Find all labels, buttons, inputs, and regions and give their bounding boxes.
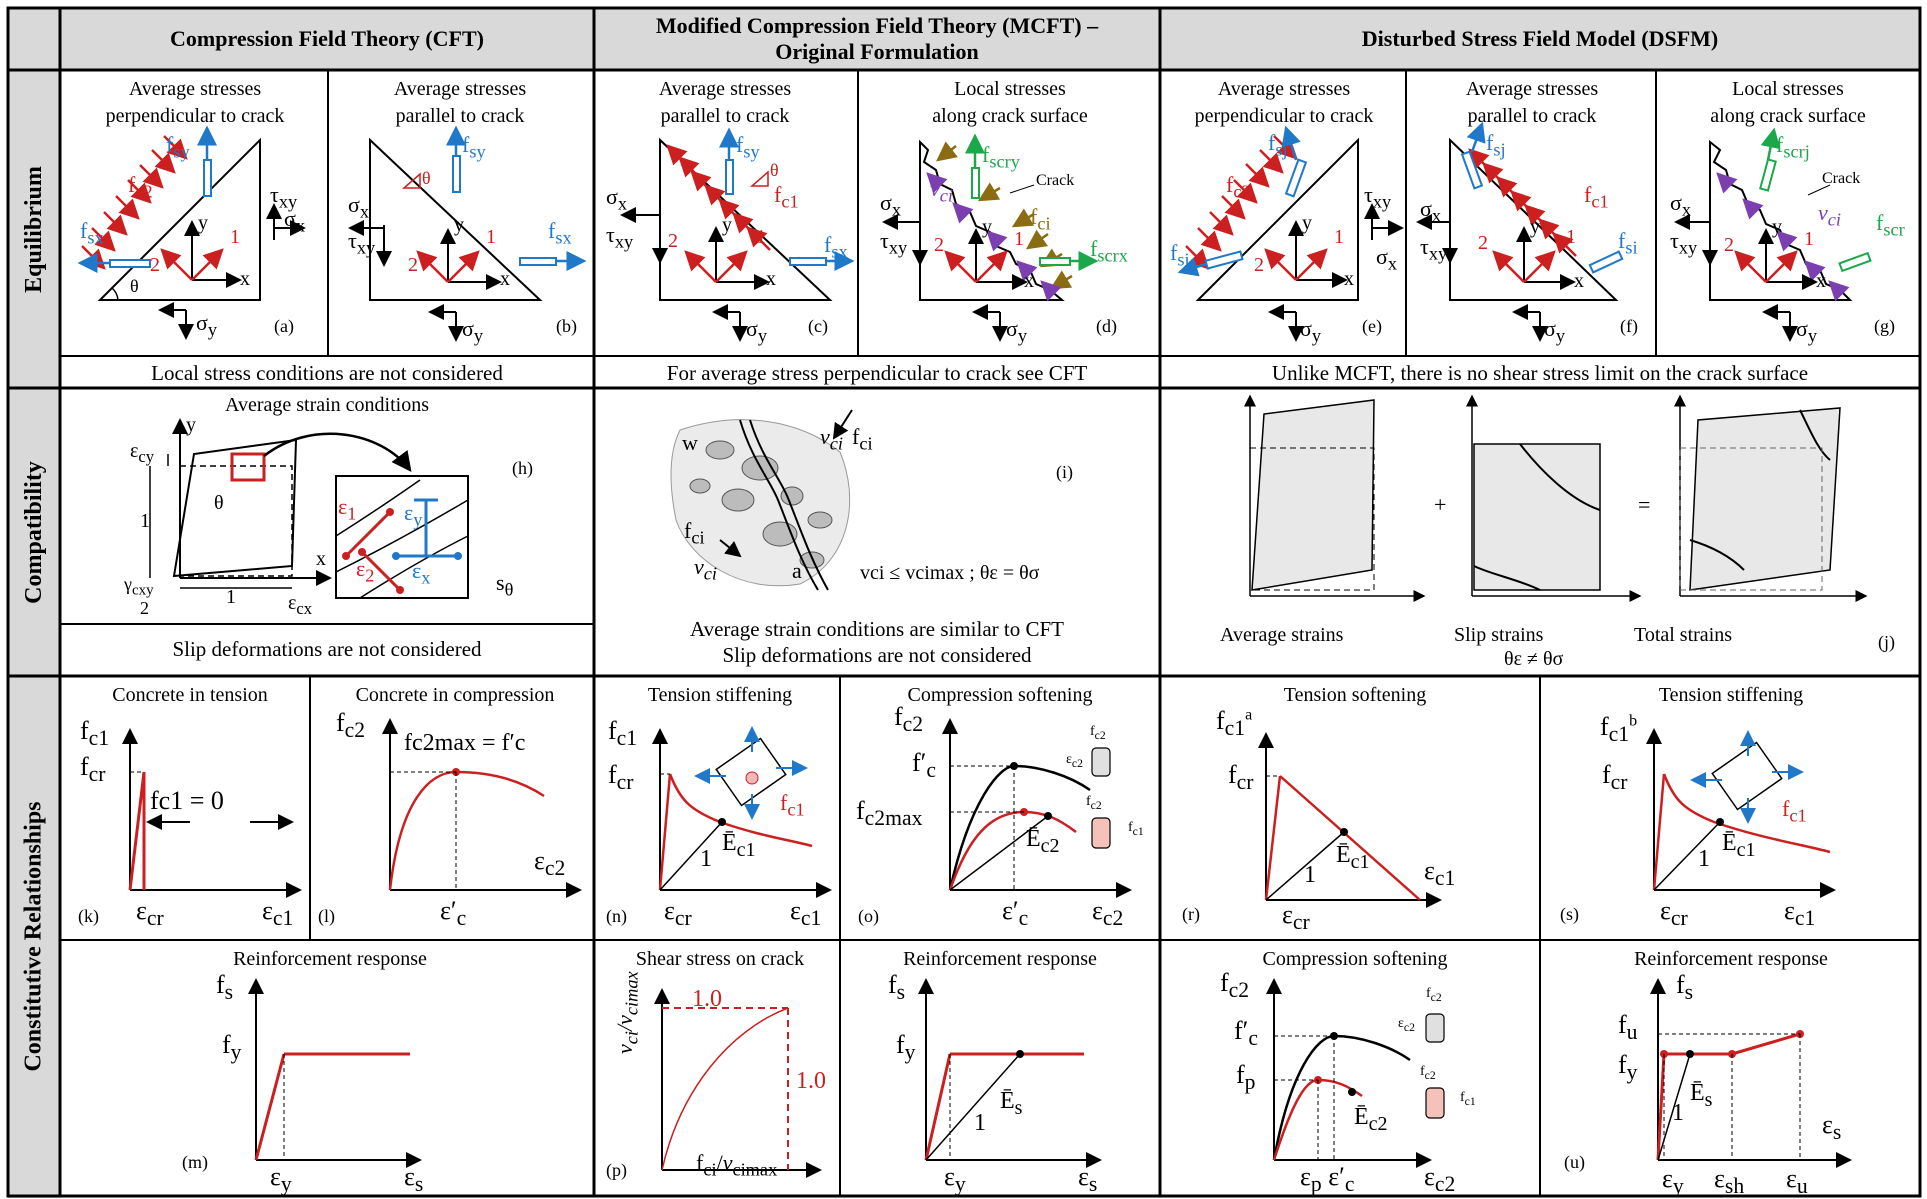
fc2max-eq: fc2max = f′c — [404, 730, 526, 756]
note-cft-equilibrium: Local stress conditions are not consider… — [151, 361, 503, 385]
panel-label-r: (r) — [1182, 904, 1200, 924]
panel-label-j: (j) — [1878, 632, 1895, 652]
caption-d: Local stresses along crack surface — [932, 78, 1088, 127]
panel-label-n: (n) — [606, 906, 627, 926]
caption-f: Average stresses parallel to crack — [1465, 78, 1599, 127]
caption-slip-strains: Slip strains — [1454, 624, 1544, 646]
row-label-constitutive: Constitutive Relationships — [20, 800, 47, 1072]
panel-label-g: (g) — [1874, 316, 1895, 336]
title-p: Shear stress on crack — [635, 948, 805, 970]
crack-label-d: Crack — [1036, 172, 1075, 189]
panel-label-m: (m) — [182, 1152, 208, 1172]
note-mcft-compatibility-1: Average strain conditions are similar to… — [689, 617, 1065, 641]
panel-label-s: (s) — [1560, 904, 1579, 924]
title-u: Reinforcement response — [1634, 948, 1828, 970]
panel-label-i: (i) — [1056, 462, 1073, 482]
header-mcft: Modified Compression Field Theory (MCFT)… — [655, 13, 1099, 64]
caption-c: Average stresses parallel to crack — [658, 78, 792, 127]
title-r: Tension softening — [1283, 684, 1427, 706]
panel-label-b: (b) — [556, 316, 577, 336]
title-o: Compression softening — [907, 684, 1093, 706]
panel-label-f: (f) — [1620, 316, 1638, 336]
title-k: Concrete in tension — [112, 684, 268, 706]
panel-label-a: (a) — [274, 316, 294, 336]
equals-sign: = — [1638, 492, 1651, 517]
title-m: Reinforcement response — [233, 948, 427, 970]
label-one-top: 1.0 — [692, 986, 722, 1012]
plus-sign: + — [1434, 492, 1447, 517]
panel-label-h: (h) — [512, 458, 533, 478]
caption-average-strains: Average strains — [1220, 624, 1344, 646]
panel-label-l: (l) — [318, 906, 335, 926]
row-label-compatibility: Compatibility — [20, 460, 47, 604]
title-h: Average strain conditions — [224, 394, 429, 416]
note-mcft-equilibrium: For average stress perpendicular to crac… — [666, 361, 1088, 385]
row-label-equilibrium: Equilibrium — [20, 165, 47, 293]
label-one-right: 1.0 — [796, 1068, 826, 1094]
panel-label-c: (c) — [808, 316, 828, 336]
theta-inequality: θε ≠ θσ — [1504, 648, 1564, 670]
header-dsfm: Disturbed Stress Field Model (DSFM) — [1361, 26, 1719, 51]
panel-label-o: (o) — [858, 906, 879, 926]
panel-label-u: (u) — [1564, 1152, 1585, 1172]
crack-label-g: Crack — [1822, 170, 1861, 187]
panel-label-e: (e) — [1362, 316, 1382, 336]
title-n: Tension stiffening — [647, 684, 793, 706]
panel-label-k: (k) — [78, 906, 99, 926]
title-s: Tension stiffening — [1658, 684, 1804, 706]
title-l: Concrete in compression — [355, 684, 555, 706]
caption-total-strains: Total strains — [1634, 624, 1733, 646]
caption-e: Average stresses perpendicular to crack — [1194, 78, 1374, 127]
formula-i: vci ≤ vcimax ; θε = θσ — [860, 562, 1040, 584]
panel-label-d: (d) — [1096, 316, 1117, 336]
caption-b: Average stresses parallel to crack — [393, 78, 527, 127]
panel-label-p: (p) — [606, 1160, 627, 1180]
header-cft: Compression Field Theory (CFT) — [170, 26, 484, 51]
note-mcft-compatibility-2: Slip deformations are not considered — [722, 643, 1032, 667]
title-q: Reinforcement response — [903, 948, 1097, 970]
caption-a: Average stresses perpendicular to crack — [105, 78, 285, 127]
fc1-zero-eq: fc1 = 0 — [150, 786, 224, 815]
caption-g: Local stresses along crack surface — [1710, 78, 1866, 127]
note-cft-compatibility: Slip deformations are not considered — [172, 637, 482, 661]
note-dsfm-equilibrium: Unlike MCFT, there is no shear stress li… — [1271, 361, 1809, 385]
title-t: Compression softening — [1262, 948, 1448, 970]
